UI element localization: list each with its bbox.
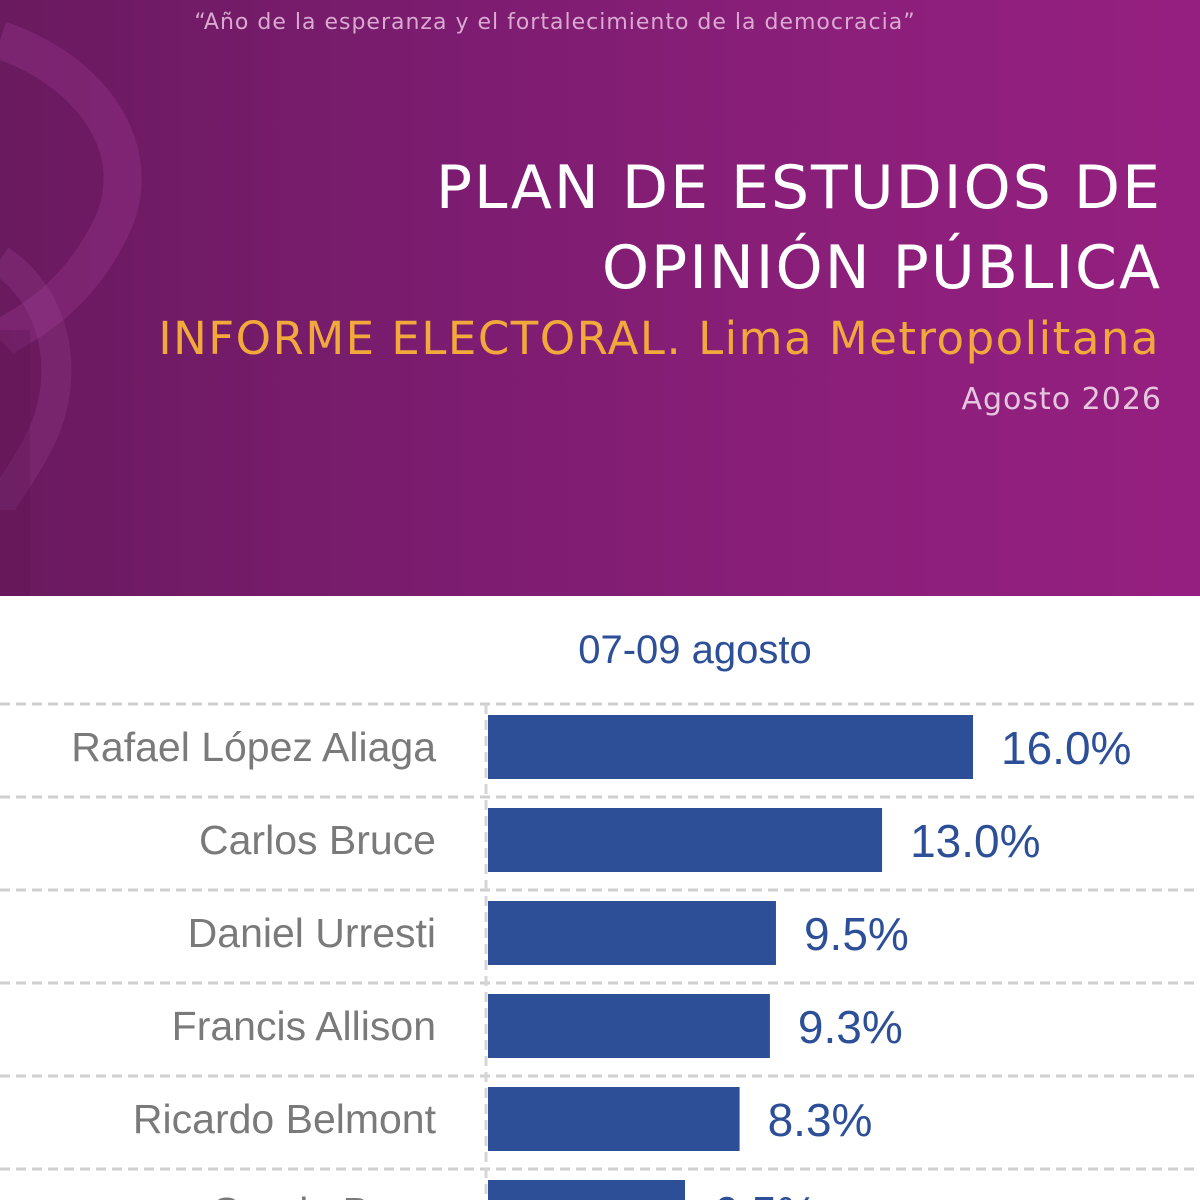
value-label: 8.3% bbox=[768, 1094, 873, 1146]
bar bbox=[488, 808, 883, 872]
page-title: PLAN DE ESTUDIOS DE OPINIÓN PÚBLICA bbox=[436, 148, 1162, 308]
bar bbox=[488, 901, 776, 965]
report-date: Agosto 2026 bbox=[961, 382, 1162, 417]
value-label: 9.5% bbox=[804, 908, 909, 960]
motto-text: “Año de la esperanza y el fortalecimient… bbox=[194, 10, 916, 35]
title-line-2: OPINIÓN PÚBLICA bbox=[601, 233, 1162, 303]
value-label: 16.0% bbox=[1001, 722, 1131, 774]
header-banner: “Año de la esperanza y el fortalecimient… bbox=[0, 0, 1200, 596]
bar bbox=[488, 1180, 686, 1200]
bar bbox=[488, 715, 973, 779]
category-label: Sergio Baca bbox=[213, 1189, 437, 1200]
report-subtitle: INFORME ELECTORAL. Lima Metropolitana bbox=[158, 312, 1160, 365]
value-label: 13.0% bbox=[910, 815, 1040, 867]
title-line-1: PLAN DE ESTUDIOS DE bbox=[435, 153, 1162, 223]
category-label: Rafael López Aliaga bbox=[71, 724, 436, 770]
chart-title: 07-09 agosto bbox=[578, 628, 812, 672]
value-label: 9.3% bbox=[798, 1001, 903, 1053]
value-label: 6.5% bbox=[713, 1187, 818, 1200]
bar bbox=[488, 1087, 740, 1151]
category-label: Ricardo Belmont bbox=[133, 1096, 437, 1142]
decorative-curve bbox=[0, 21, 142, 596]
category-label: Daniel Urresti bbox=[188, 910, 436, 956]
category-label: Carlos Bruce bbox=[199, 817, 436, 863]
category-label: Francis Allison bbox=[172, 1003, 436, 1049]
bar bbox=[488, 994, 770, 1058]
